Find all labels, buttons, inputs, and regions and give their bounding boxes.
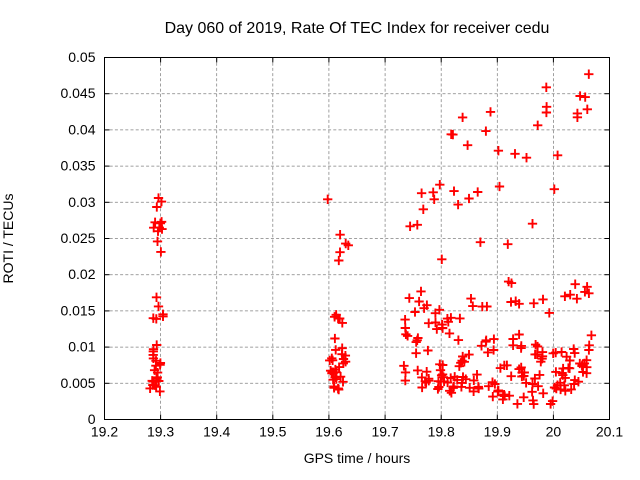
svg-text:ROTI / TECUs: ROTI / TECUs (0, 194, 16, 284)
svg-text:19.7: 19.7 (371, 424, 398, 440)
svg-text:19.6: 19.6 (315, 424, 342, 440)
svg-text:0: 0 (88, 411, 96, 427)
svg-text:0.045: 0.045 (60, 85, 95, 101)
svg-text:0.025: 0.025 (60, 230, 95, 246)
svg-text:0.03: 0.03 (68, 194, 95, 210)
svg-text:19.8: 19.8 (428, 424, 455, 440)
svg-text:0.04: 0.04 (68, 121, 95, 137)
svg-text:0.02: 0.02 (68, 266, 95, 282)
svg-text:Day 060 of 2019, Rate Of TEC I: Day 060 of 2019, Rate Of TEC Index for r… (165, 20, 550, 37)
svg-text:19.3: 19.3 (147, 424, 174, 440)
svg-text:20: 20 (546, 424, 562, 440)
svg-text:19.9: 19.9 (484, 424, 511, 440)
svg-text:0.015: 0.015 (60, 302, 95, 318)
svg-text:20.1: 20.1 (596, 424, 623, 440)
svg-text:19.4: 19.4 (203, 424, 230, 440)
svg-text:0.035: 0.035 (60, 158, 95, 174)
svg-text:19.5: 19.5 (259, 424, 286, 440)
svg-text:0.005: 0.005 (60, 375, 95, 391)
svg-text:0.05: 0.05 (68, 49, 95, 65)
svg-text:0.01: 0.01 (68, 339, 95, 355)
svg-text:GPS time / hours: GPS time / hours (304, 450, 411, 466)
